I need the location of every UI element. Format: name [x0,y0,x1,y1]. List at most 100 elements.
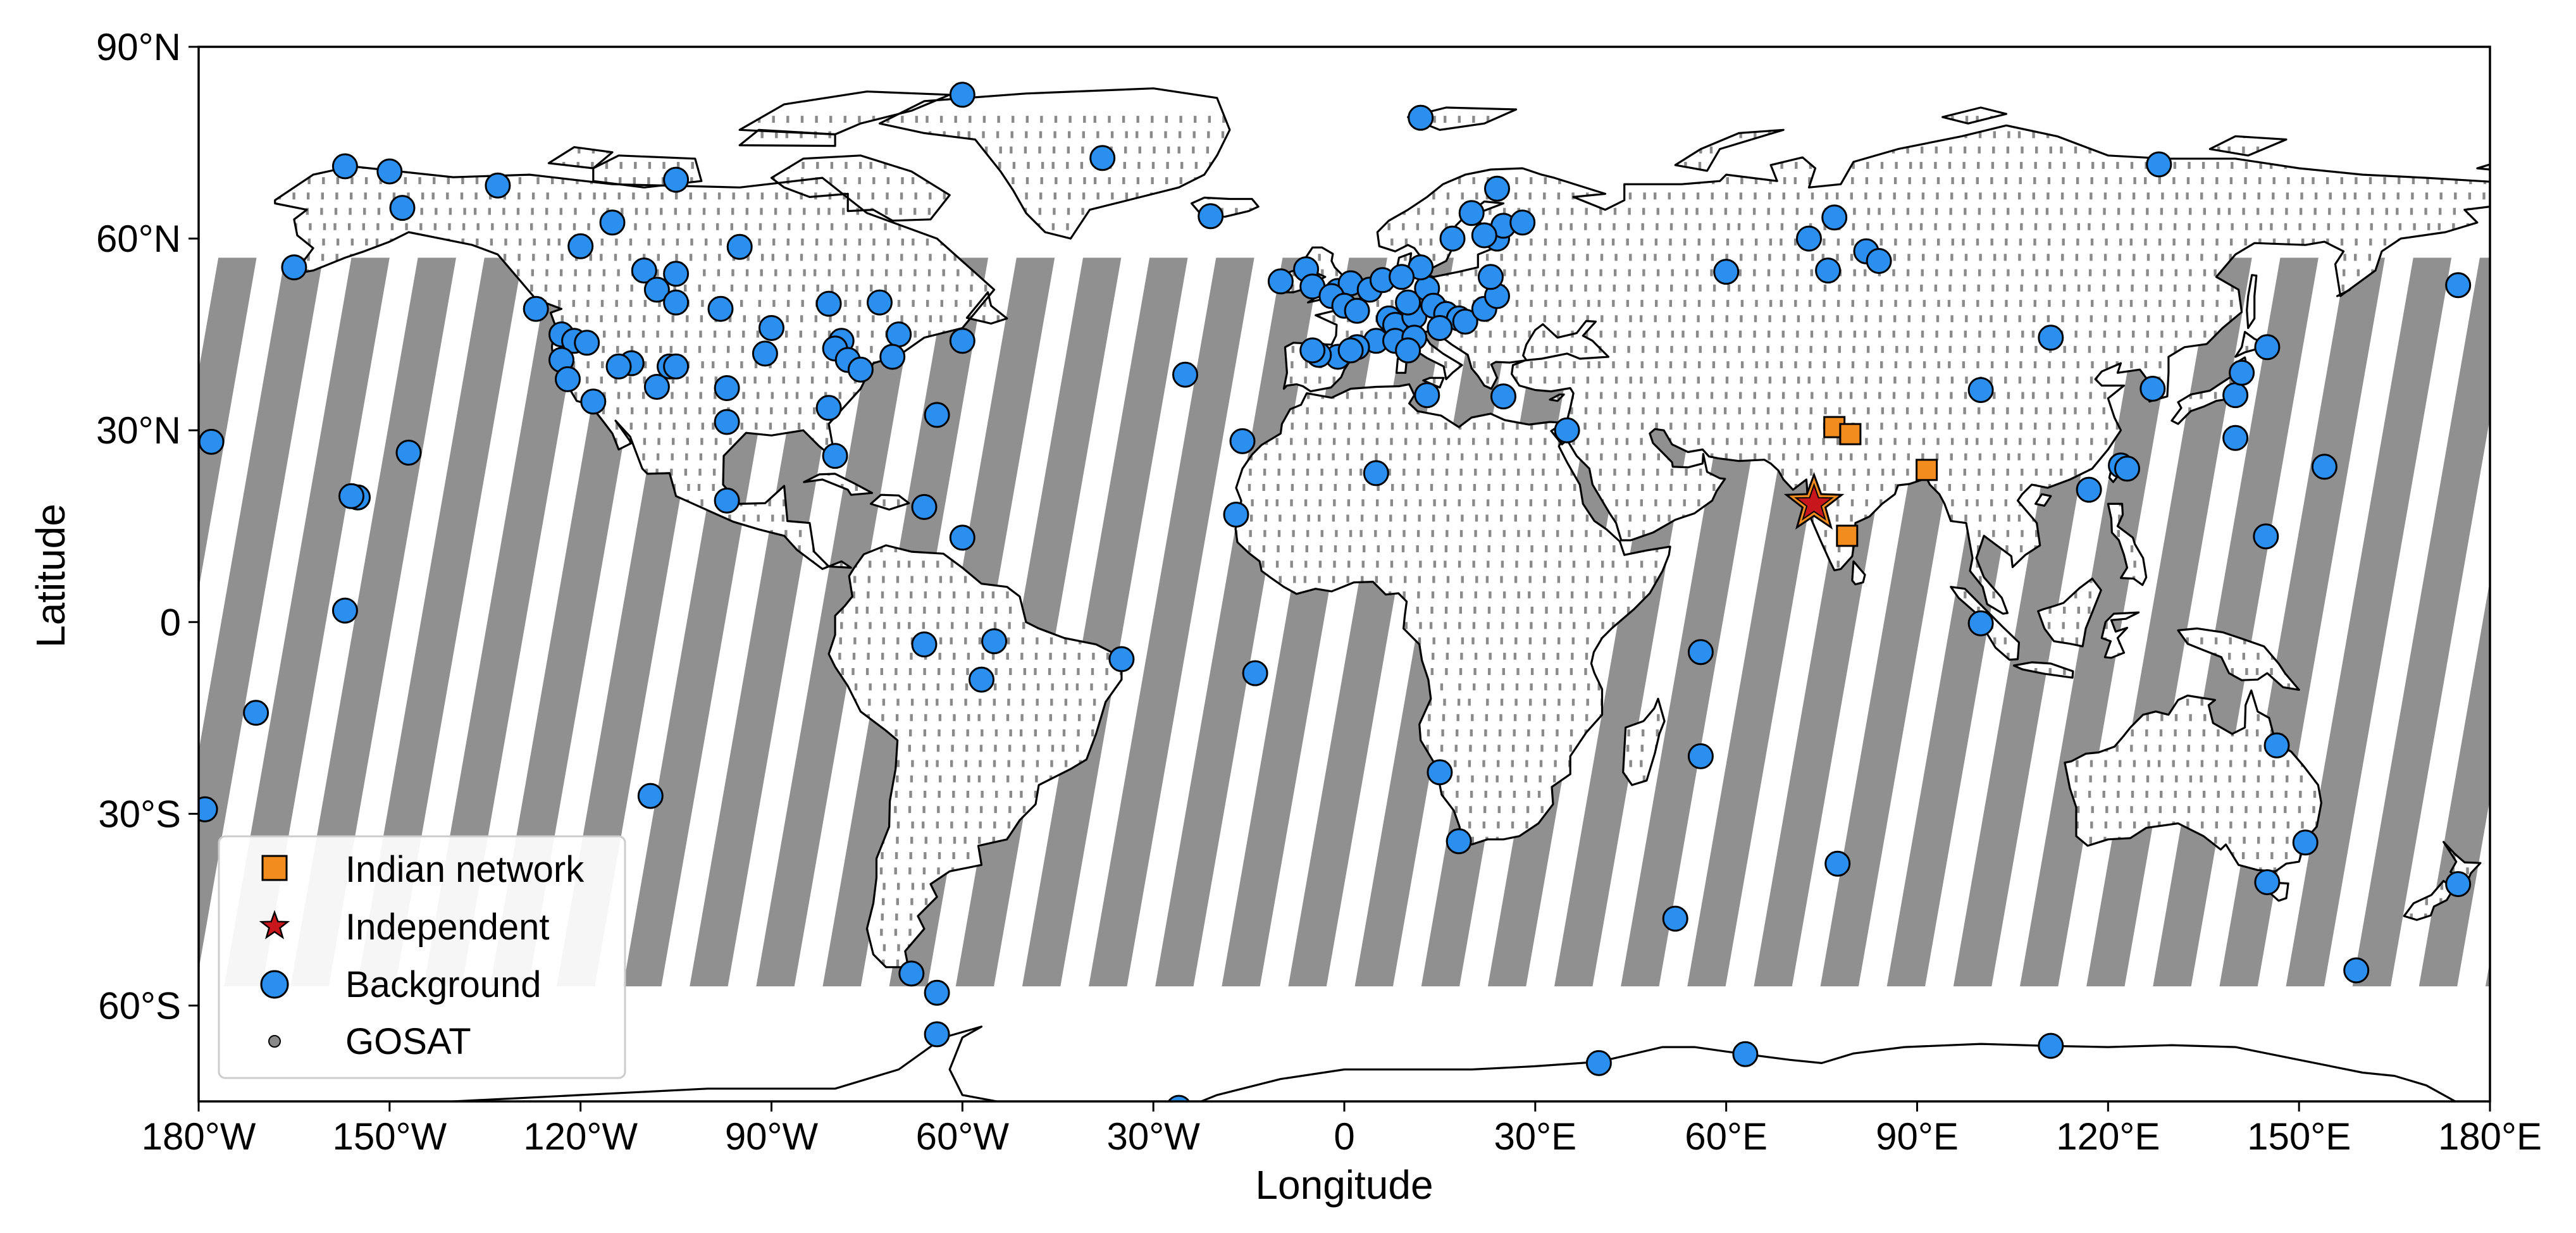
gosat-sounding [829,177,833,185]
gosat-sounding [698,345,702,353]
gosat-sounding [194,361,196,368]
gosat-sounding [966,791,970,798]
gosat-sounding [1022,745,1025,752]
gosat-sounding [872,177,876,185]
gosat-sounding [839,561,843,568]
gosat-sounding [1178,131,1182,139]
gosat-sounding [1062,729,1066,736]
gosat-sounding [728,315,732,323]
gosat-sounding [1153,146,1156,154]
gosat-sounding [817,208,820,215]
gosat-sounding [1034,668,1037,675]
gosat-sounding [1053,208,1056,215]
gosat-sounding [1009,668,1012,675]
gosat-sounding [928,330,931,338]
gosat-sounding [669,345,672,353]
gosat-sounding [900,192,903,200]
gosat-sounding [785,131,789,139]
gosat-sounding [194,745,196,752]
gosat-sounding [684,468,688,476]
gosat-sounding [647,239,650,246]
gosat-sounding [1083,177,1086,185]
gosat-sounding [731,208,734,215]
gosat-sounding [879,867,883,875]
gosat-sounding [950,760,953,767]
gosat-sounding [1346,453,1349,461]
gosat-sounding [923,607,926,614]
gosat-sounding [852,591,855,598]
gosat-sounding [1125,131,1128,139]
gosat-sounding [882,637,885,645]
gosat-sounding [1022,806,1026,814]
gosat-sounding [307,177,311,185]
gosat-sounding [882,499,886,507]
gosat-sounding [783,423,786,430]
gosat-sounding [545,208,548,215]
gosat-sounding [703,192,707,200]
gosat-sounding [449,208,452,215]
gosat-sounding [885,269,888,276]
gosat-sounding [894,607,898,614]
gosat-sounding [745,223,748,230]
gosat-sounding [1303,576,1307,583]
gosat-sounding [1052,146,1056,154]
gosat-sounding [941,284,944,292]
gosat-sounding [546,192,549,200]
gosat-swath [623,257,789,987]
gosat-sounding [884,284,887,292]
gosat-sounding [350,239,354,246]
gosat-sounding [1277,545,1280,552]
gosat-sounding [857,254,860,261]
gosat-sounding [646,192,650,200]
gosat-sounding [1091,668,1094,675]
gosat-sounding [614,376,617,384]
gosat-sounding [755,423,758,430]
gosat-sounding [854,683,858,691]
gosat-sounding [573,223,576,230]
gosat-sounding [1317,453,1321,461]
gosat-sounding [1021,698,1025,706]
gosat-sounding [799,330,802,338]
gosat-sounding [910,836,913,844]
gosat-sounding [880,668,883,675]
gosat-sounding [195,530,197,537]
gosat-sounding [936,760,939,767]
gosat-sounding [839,637,842,645]
gosat-sounding [591,208,595,215]
gosat-sounding [908,683,911,691]
gosat-sounding [349,208,352,215]
gosat-sounding [1012,177,1015,185]
gosat-sounding [1064,760,1068,767]
gosat-sounding [684,284,687,292]
gosat-sounding [1332,438,1336,445]
gosat-sounding [754,361,758,369]
gosat-sounding [1022,760,1025,767]
gosat-sounding [758,239,761,246]
gosat-sounding [1008,622,1011,629]
gosat-sounding [901,239,904,246]
gosat-sounding [881,914,884,920]
gosat-sounding [671,392,674,399]
gosat-sounding [531,192,535,200]
gosat-sounding [882,898,885,905]
gosat-sounding [950,637,953,645]
gosat-sounding [517,269,520,276]
gosat-sounding [531,269,534,276]
gosat-sounding [924,898,928,905]
gosat-sounding [843,315,846,323]
gosat-sounding [967,131,971,139]
gosat-sounding [516,208,520,215]
gosat-sounding [881,591,884,598]
gosat-sounding [895,852,898,859]
gosat-sounding [1335,468,1338,476]
gosat-sounding [1192,146,1195,154]
gosat-sounding [768,376,771,384]
gosat-sounding [895,652,898,660]
gosat-sounding [447,177,450,185]
gosat-sounding [1065,683,1068,691]
gosat-sounding [911,177,915,185]
gosat-sounding [194,929,197,936]
gosat-sounding [1346,392,1349,399]
gosat-sounding [593,192,596,200]
gosat-sounding [922,821,925,829]
